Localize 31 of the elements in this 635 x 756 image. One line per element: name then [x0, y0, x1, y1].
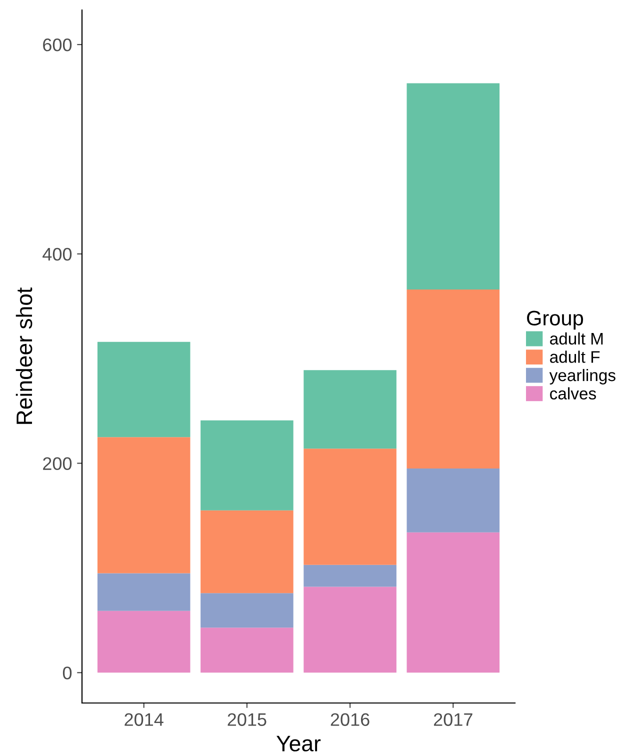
bar — [304, 448, 396, 565]
y-axis-title: Reindeer shot — [16, 287, 32, 424]
x-tick-label: 2015 — [228, 713, 266, 726]
bar — [97, 610, 190, 673]
bar — [304, 370, 396, 449]
bar — [406, 83, 500, 290]
y-tick-label: 600 — [43, 38, 72, 52]
bar — [200, 628, 294, 673]
y-tick-label: 0 — [62, 666, 72, 680]
legend-label: adult F — [550, 350, 600, 363]
bar — [406, 468, 500, 532]
bar — [97, 437, 190, 574]
y-tick-label: 200 — [43, 457, 72, 470]
x-tick-label: 2016 — [330, 713, 370, 726]
x-tick-label: 2014 — [124, 713, 164, 726]
legend-label: yearlings — [549, 368, 616, 384]
bar — [97, 342, 190, 438]
bar — [406, 290, 500, 469]
bar — [406, 532, 500, 673]
bar — [304, 564, 396, 587]
legend-label: adult M — [550, 332, 603, 345]
legend-label: calves — [550, 387, 596, 400]
bar — [304, 586, 396, 673]
x-axis-title: Year — [276, 736, 321, 752]
legend-title: Group — [527, 310, 584, 330]
bar — [200, 420, 294, 510]
y-tick-label: 400 — [42, 248, 72, 261]
bar — [97, 573, 190, 611]
x-tick-label: 2017 — [434, 713, 472, 726]
bar — [200, 593, 294, 628]
bar — [200, 510, 294, 594]
